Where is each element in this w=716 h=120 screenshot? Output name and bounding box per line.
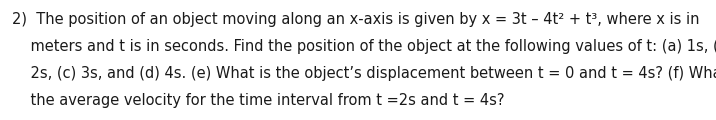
Text: the average velocity for the time interval from t =2s and t = 4s?: the average velocity for the time interv… xyxy=(12,93,505,108)
Text: 2s, (c) 3s, and (d) 4s. (e) What is the object’s displacement between t = 0 and : 2s, (c) 3s, and (d) 4s. (e) What is the … xyxy=(12,66,716,81)
Text: meters and t is in seconds. Find the position of the object at the following val: meters and t is in seconds. Find the pos… xyxy=(12,39,716,54)
Text: 2)  The position of an object moving along an x-axis is given by x = 3t – 4t² + : 2) The position of an object moving alon… xyxy=(12,12,700,27)
